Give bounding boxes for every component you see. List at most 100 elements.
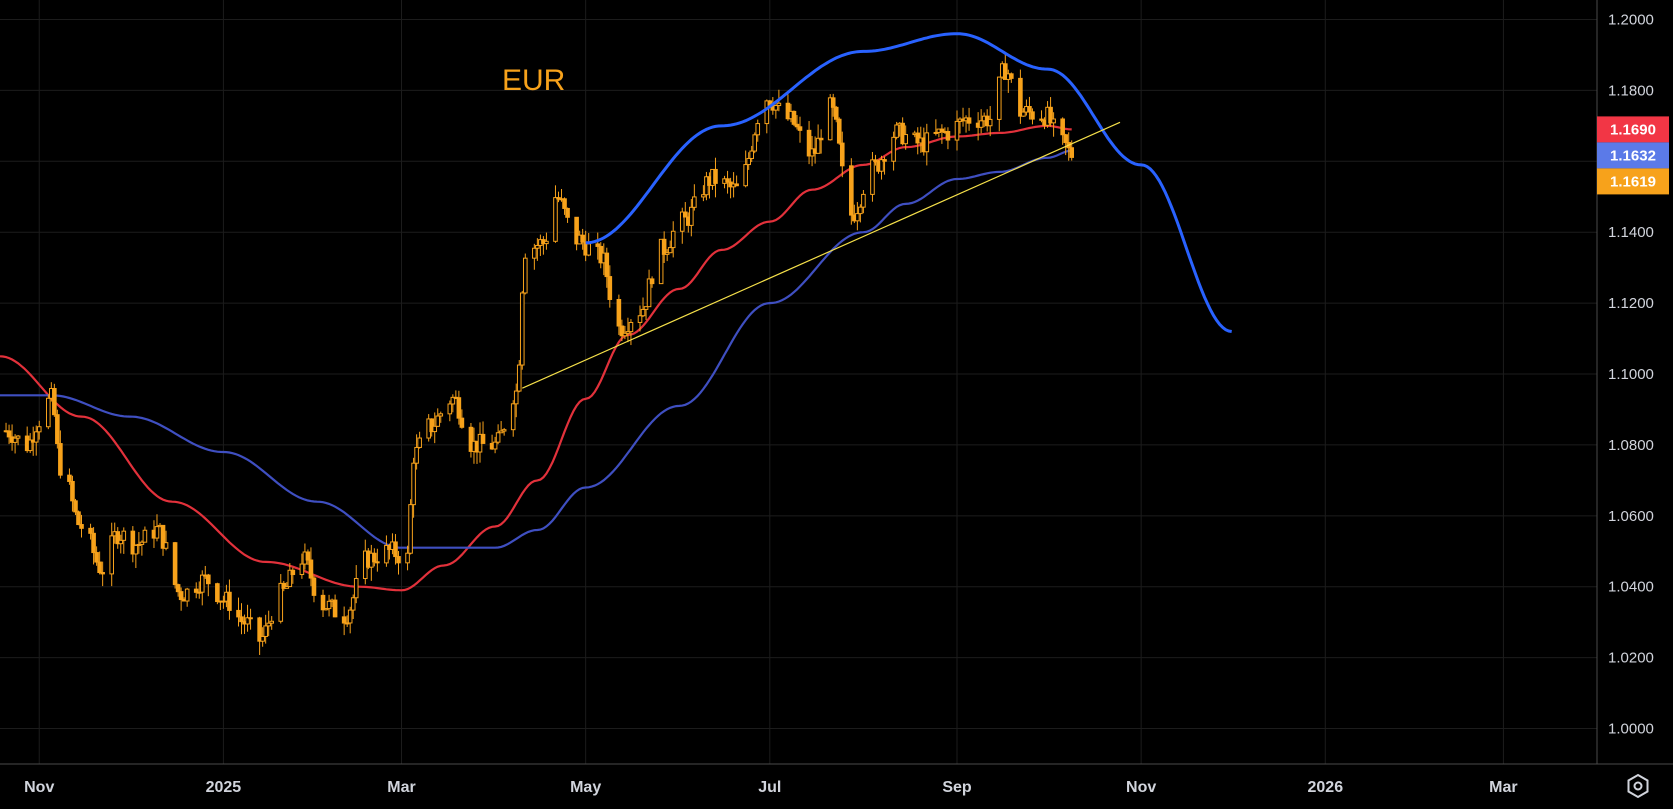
candle-body <box>879 159 884 172</box>
candle-body <box>640 308 646 317</box>
candle-body <box>565 207 570 218</box>
candle-body <box>818 137 824 141</box>
price-badge-label: 1.1619 <box>1610 173 1656 190</box>
candle-body <box>139 541 145 545</box>
x-tick-label: Nov <box>24 779 54 796</box>
candle-body <box>689 206 694 226</box>
candle-body <box>326 600 332 610</box>
candle-body <box>501 429 507 432</box>
candle-body <box>142 529 148 543</box>
candle-body <box>52 388 57 416</box>
candle-body <box>815 137 821 154</box>
candle-body <box>987 118 993 127</box>
projected-arc-curve <box>585 32 1232 333</box>
candle-body <box>417 437 422 448</box>
candle-body <box>480 433 486 444</box>
candle-body <box>154 526 160 539</box>
x-tick-label: Jul <box>758 779 781 796</box>
x-tick-label: 2026 <box>1308 779 1344 796</box>
candle-body <box>456 397 462 419</box>
price-badge-bg <box>1597 142 1669 169</box>
candle-body <box>76 511 81 526</box>
candle-body <box>411 462 416 506</box>
candle-body <box>172 542 178 586</box>
candle-body <box>939 128 945 133</box>
candle-body <box>544 240 549 245</box>
candle-body <box>384 544 389 564</box>
candle-body <box>1021 111 1026 117</box>
candle-body <box>175 584 181 593</box>
candle-body <box>438 413 444 417</box>
candle-body <box>12 437 18 443</box>
candle-body <box>746 157 751 166</box>
candle-body <box>393 541 398 558</box>
candle-body <box>450 396 456 405</box>
candle-body <box>130 530 136 555</box>
candle-body <box>278 582 284 622</box>
settings-button[interactable] <box>1624 772 1652 800</box>
candle-body <box>692 196 697 208</box>
candle-body <box>607 276 613 301</box>
candle-body <box>206 574 211 585</box>
candle-body <box>725 178 730 183</box>
candle-body <box>713 168 718 184</box>
price-badges: 1.1690 1.1632 1.1619 <box>1597 116 1669 195</box>
candle-body <box>510 403 516 431</box>
candle-body <box>945 130 951 141</box>
x-tick-label: Sep <box>942 779 972 796</box>
candle-body <box>58 443 63 476</box>
candle-body <box>894 124 899 138</box>
candle-body <box>701 194 706 198</box>
candle-body <box>556 197 561 200</box>
candle-body <box>305 551 311 561</box>
candle-body <box>396 556 401 564</box>
candle-body <box>46 397 51 428</box>
candle-body <box>1027 106 1032 113</box>
x-tick-label: May <box>570 779 601 796</box>
x-axis-ticks[interactable]: Nov 2025 Mar May Jul Sep Nov 2026 Mar <box>24 779 1518 796</box>
candle-body <box>408 504 413 554</box>
candle-body <box>794 123 800 128</box>
candle-body <box>266 622 271 627</box>
candle-body <box>873 159 878 162</box>
candle-body <box>628 321 634 333</box>
candle-body <box>372 552 377 563</box>
candle-body <box>341 616 347 624</box>
candle-body <box>55 414 60 445</box>
candle-body <box>752 134 758 152</box>
candle-body <box>284 586 290 589</box>
candle-body <box>263 625 268 637</box>
candle-body <box>849 165 854 216</box>
candle-body <box>978 120 984 128</box>
candle-body <box>839 142 845 167</box>
candle-body <box>827 97 833 141</box>
x-tick-label: 2025 <box>206 779 242 796</box>
candle-body <box>121 530 127 541</box>
candle-body <box>522 257 528 294</box>
x-tick-label: Mar <box>1489 779 1517 796</box>
price-badge-bg <box>1597 116 1669 143</box>
candle-body <box>562 198 567 209</box>
grid <box>0 0 1597 764</box>
candle-body <box>199 574 205 593</box>
candle-body <box>299 563 305 576</box>
candle-body <box>36 426 42 433</box>
candle-body <box>513 390 519 405</box>
candle-body <box>734 183 739 187</box>
candle-body <box>664 252 670 255</box>
gear-icon[interactable] <box>1627 773 1649 799</box>
candle-body <box>347 609 353 624</box>
candle-body <box>670 230 676 249</box>
candle-body <box>682 211 688 218</box>
candle-body <box>320 594 326 611</box>
y-tick-label: 1.1400 <box>1608 224 1654 241</box>
candle-body <box>353 578 359 599</box>
candle-body <box>855 213 860 222</box>
price-badge-label: 1.1632 <box>1610 147 1656 164</box>
candle-body <box>248 617 253 620</box>
candle-body <box>882 159 887 162</box>
y-tick-label: 1.1800 <box>1608 82 1654 99</box>
candle-body <box>239 616 244 623</box>
candle-body <box>287 569 293 588</box>
